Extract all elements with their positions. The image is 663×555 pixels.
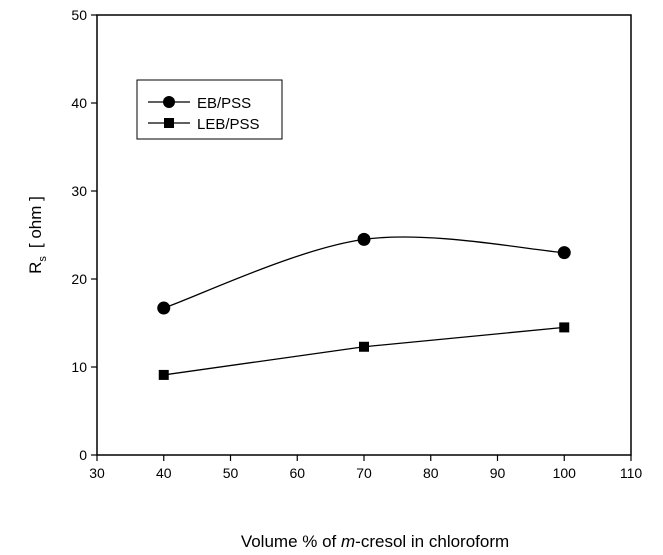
- data-point-circle: [557, 246, 571, 260]
- x-tick-label: 40: [156, 465, 172, 481]
- legend-label-eb: EB/PSS: [197, 95, 251, 112]
- legend-box: [136, 79, 283, 140]
- x-tick-label: 70: [356, 465, 372, 481]
- x-tick-label: 80: [423, 465, 439, 481]
- y-tick-label: 40: [71, 95, 87, 111]
- x-axis: 30 40 50 60 70 80 90 100 110: [89, 455, 642, 481]
- y-tick-label: 10: [71, 359, 87, 375]
- x-tick-label: 100: [553, 465, 577, 481]
- y-tick-label: 20: [71, 271, 87, 287]
- legend-marker-square: [164, 118, 174, 128]
- legend: EB/PSS LEB/PSS: [136, 79, 283, 140]
- y-tick-label: 30: [71, 183, 87, 199]
- legend-label-leb: LEB/PSS: [197, 116, 260, 133]
- y-axis: 0 10 20 30 40 50: [71, 7, 97, 463]
- data-point-circle: [157, 301, 171, 315]
- x-tick-label: 110: [620, 465, 643, 481]
- series-line-0: [163, 236, 565, 309]
- y-axis-label: Rs[ ohm ]: [26, 196, 49, 274]
- data-point-circle: [357, 232, 371, 246]
- x-axis-label: Volume % of m-cresol in chloroform: [241, 532, 509, 551]
- x-tick-label: 50: [223, 465, 239, 481]
- data-point-square: [559, 322, 570, 333]
- series-layer: [157, 232, 571, 380]
- x-tick-label: 90: [490, 465, 506, 481]
- y-tick-label: 50: [71, 7, 87, 23]
- x-tick-label: 30: [89, 465, 105, 481]
- data-point-square: [359, 341, 369, 352]
- data-point-square: [158, 369, 169, 380]
- legend-marker-circle: [163, 96, 175, 108]
- y-tick-label: 0: [79, 447, 87, 463]
- x-tick-label: 60: [289, 465, 305, 481]
